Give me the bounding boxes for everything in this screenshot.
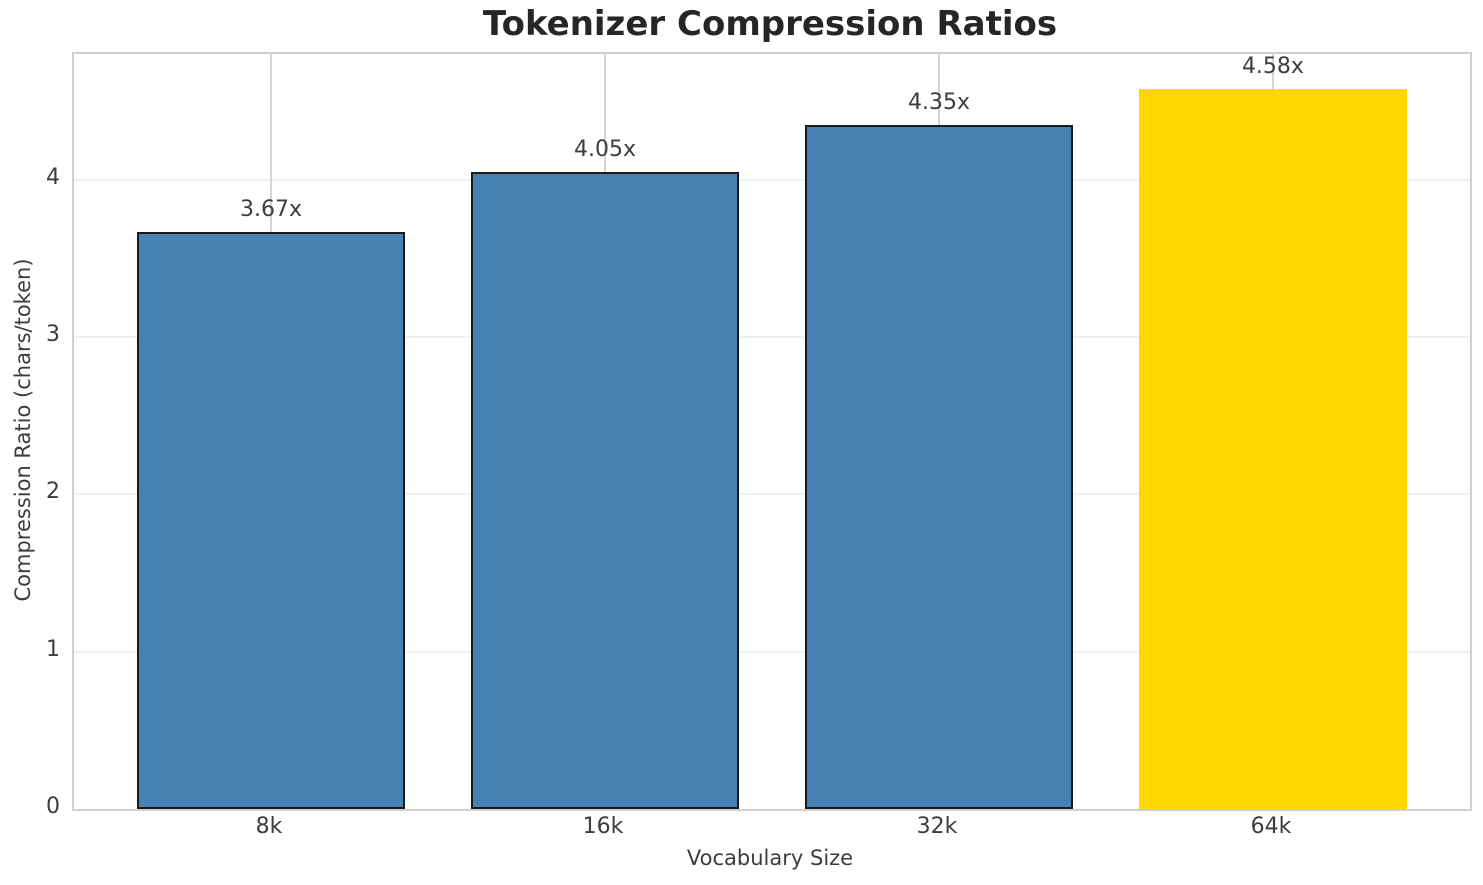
horizontal-gridline xyxy=(74,493,1470,496)
y-tick-label: 0 xyxy=(46,794,60,819)
horizontal-gridline xyxy=(74,178,1470,181)
x-axis-label: Vocabulary Size xyxy=(686,846,854,870)
y-tick-label: 3 xyxy=(46,322,60,348)
plot-area: 3.67x 4.05x 4.35x 4.58x xyxy=(72,52,1472,811)
bar-16k xyxy=(471,171,739,809)
bar-value-label: 4.05x xyxy=(574,136,637,162)
x-tick-label: 32k xyxy=(916,814,958,839)
bar-value-label: 4.58x xyxy=(1241,53,1304,79)
x-tick-label: 64k xyxy=(1250,814,1292,839)
bar-32k xyxy=(805,124,1073,809)
y-axis-label: Compression Ratio (chars/token) xyxy=(11,258,35,602)
horizontal-gridline xyxy=(74,650,1470,653)
horizontal-gridline xyxy=(74,336,1470,339)
bar-value-label: 4.35x xyxy=(907,89,970,115)
x-tick-label: 16k xyxy=(582,814,624,839)
bar-value-label: 3.67x xyxy=(240,196,303,222)
bar-8k xyxy=(137,231,405,809)
x-tick-label: 8k xyxy=(255,814,283,839)
chart-title: Tokenizer Compression Ratios xyxy=(482,4,1058,44)
y-tick-label: 4 xyxy=(46,164,60,190)
y-tick-label: 1 xyxy=(46,636,60,662)
bar-64k xyxy=(1139,88,1407,809)
y-tick-label: 2 xyxy=(46,479,60,505)
